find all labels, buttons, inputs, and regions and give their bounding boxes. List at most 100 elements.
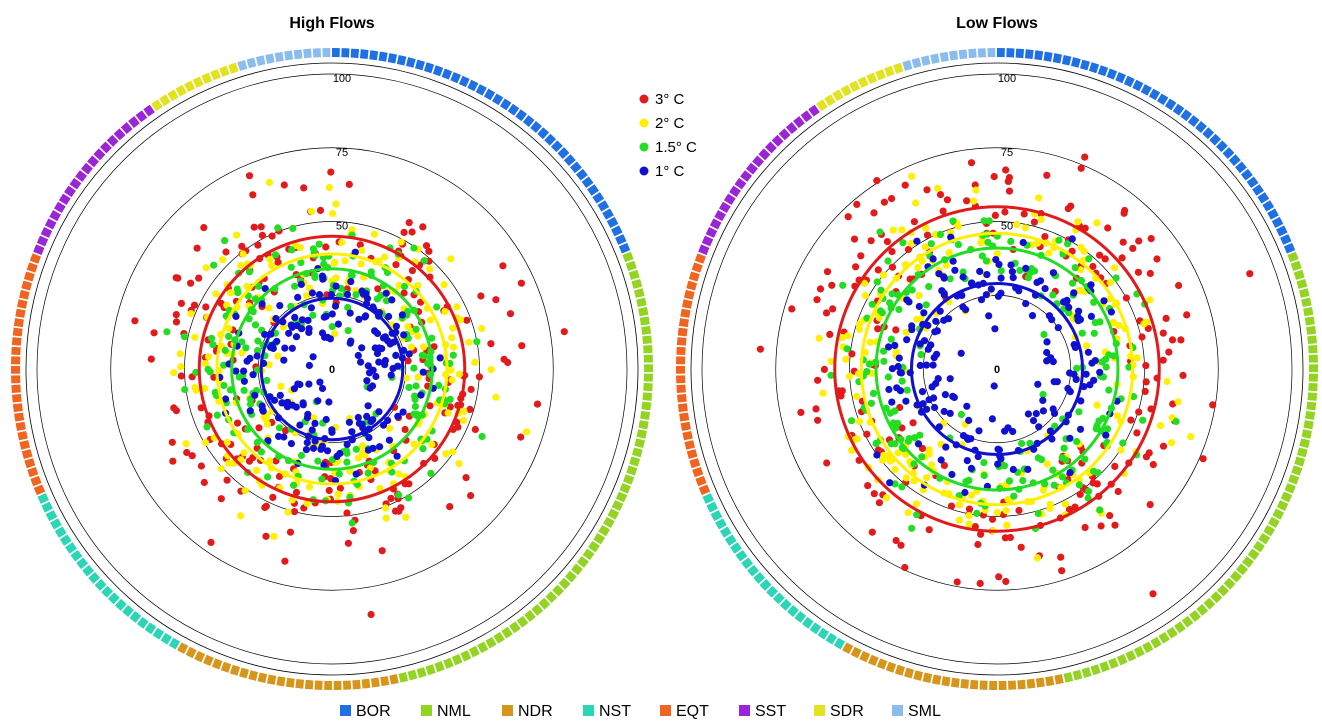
point-3c bbox=[190, 301, 199, 309]
point-1-5c bbox=[898, 483, 906, 491]
point-1-5c bbox=[954, 241, 963, 249]
region-segment-sdr bbox=[201, 72, 213, 84]
region-segment-nml bbox=[1294, 456, 1306, 467]
point-3c bbox=[1175, 281, 1183, 290]
region-segment-nml bbox=[576, 556, 589, 568]
point-3c bbox=[197, 462, 205, 470]
point-3c bbox=[1121, 206, 1129, 215]
point-2c bbox=[1082, 342, 1090, 350]
point-3c bbox=[400, 228, 408, 236]
point-1c bbox=[375, 408, 383, 416]
point-3c bbox=[1179, 371, 1187, 379]
point-3c bbox=[188, 452, 196, 460]
point-1c bbox=[997, 274, 1005, 282]
point-1-5c bbox=[1005, 477, 1014, 485]
point-2c bbox=[898, 226, 906, 234]
region-segment-bor bbox=[606, 216, 619, 228]
point-2c bbox=[844, 332, 852, 340]
point-1c bbox=[1047, 354, 1055, 362]
point-1c bbox=[1022, 264, 1030, 272]
point-2c bbox=[907, 239, 915, 248]
region-segment-ndr bbox=[389, 674, 399, 685]
point-2c bbox=[1115, 321, 1123, 330]
region-segment-bor bbox=[1209, 133, 1222, 146]
region-segment-sdr bbox=[832, 89, 844, 102]
region-segment-eqt bbox=[677, 403, 688, 413]
point-1c bbox=[919, 400, 927, 408]
point-1c bbox=[983, 271, 991, 279]
point-1c bbox=[308, 426, 316, 434]
point-3c bbox=[1162, 314, 1170, 322]
point-1c bbox=[1076, 425, 1085, 433]
point-1c bbox=[292, 403, 300, 411]
region-segment-nml bbox=[1099, 661, 1110, 673]
point-1-5c bbox=[388, 468, 396, 476]
region-segment-ndr bbox=[177, 642, 189, 654]
point-1-5c bbox=[419, 445, 427, 453]
point-3c bbox=[1065, 505, 1074, 514]
region-segment-nst bbox=[122, 605, 134, 617]
series-legend: 3° C 2° C 1.5° C 1° C bbox=[639, 91, 697, 180]
region-segment-nml bbox=[531, 603, 544, 616]
point-1c bbox=[253, 352, 261, 360]
region-segment-sdr bbox=[866, 72, 878, 84]
region-segment-sst bbox=[75, 170, 88, 182]
region-legend: BOR NML NDR NST EQT SST SDR SML bbox=[340, 703, 941, 720]
point-2c bbox=[414, 332, 422, 340]
region-segment-nml bbox=[643, 354, 653, 363]
point-1c bbox=[343, 290, 352, 299]
region-segment-nml bbox=[1108, 657, 1119, 669]
point-1c bbox=[319, 275, 327, 283]
point-2c bbox=[875, 314, 883, 322]
region-segment-bor bbox=[341, 48, 350, 58]
point-2c bbox=[487, 366, 495, 374]
region-segment-bor bbox=[467, 79, 479, 92]
point-3c bbox=[177, 299, 185, 307]
point-1-5c bbox=[1139, 416, 1147, 424]
point-3c bbox=[1064, 205, 1072, 213]
region-segment-nst bbox=[54, 526, 67, 538]
region-segment-eqt bbox=[13, 318, 24, 328]
legend-marker-3c bbox=[639, 94, 649, 104]
point-3c bbox=[425, 247, 433, 255]
point-2c bbox=[1013, 220, 1021, 229]
point-1-5c bbox=[1007, 237, 1015, 245]
region-segment-bor bbox=[1235, 161, 1247, 174]
point-1-5c bbox=[163, 328, 171, 336]
point-2c bbox=[819, 389, 827, 397]
region-segment-nml bbox=[633, 288, 645, 298]
region-segment-bor bbox=[587, 184, 599, 196]
point-3c bbox=[826, 330, 834, 338]
region-segment-bor bbox=[499, 98, 512, 111]
region-segment-nml bbox=[1166, 626, 1178, 639]
point-2c bbox=[447, 255, 455, 263]
region-segment-nst bbox=[779, 598, 792, 611]
point-3c bbox=[901, 563, 909, 572]
point-1-5c bbox=[435, 381, 443, 389]
region-segment-nml bbox=[425, 664, 436, 676]
region-segment-nml bbox=[485, 636, 497, 649]
point-1c bbox=[347, 278, 355, 286]
region-segment-ndr bbox=[922, 672, 933, 683]
point-1-5c bbox=[287, 302, 295, 310]
point-1-5c bbox=[410, 410, 418, 418]
radial-tick-label-0: 0 bbox=[329, 364, 335, 376]
region-segment-bor bbox=[1280, 234, 1292, 245]
region-segment-eqt bbox=[30, 475, 42, 487]
point-2c bbox=[1109, 319, 1117, 327]
point-1c bbox=[285, 329, 293, 337]
point-1c bbox=[1039, 396, 1047, 404]
region-segment-ndr bbox=[276, 676, 286, 687]
region-segment-nml bbox=[619, 482, 631, 494]
region-segment-sst bbox=[40, 226, 53, 238]
point-2c bbox=[239, 250, 247, 258]
point-2c bbox=[855, 320, 864, 328]
point-3c bbox=[1159, 329, 1167, 337]
point-2c bbox=[331, 330, 339, 338]
region-segment-ndr bbox=[194, 650, 206, 663]
region-segment-nml bbox=[1196, 603, 1209, 616]
region-segment-ndr bbox=[370, 677, 380, 688]
point-3c bbox=[172, 311, 180, 319]
point-1c bbox=[930, 394, 938, 402]
point-2c bbox=[838, 334, 846, 342]
